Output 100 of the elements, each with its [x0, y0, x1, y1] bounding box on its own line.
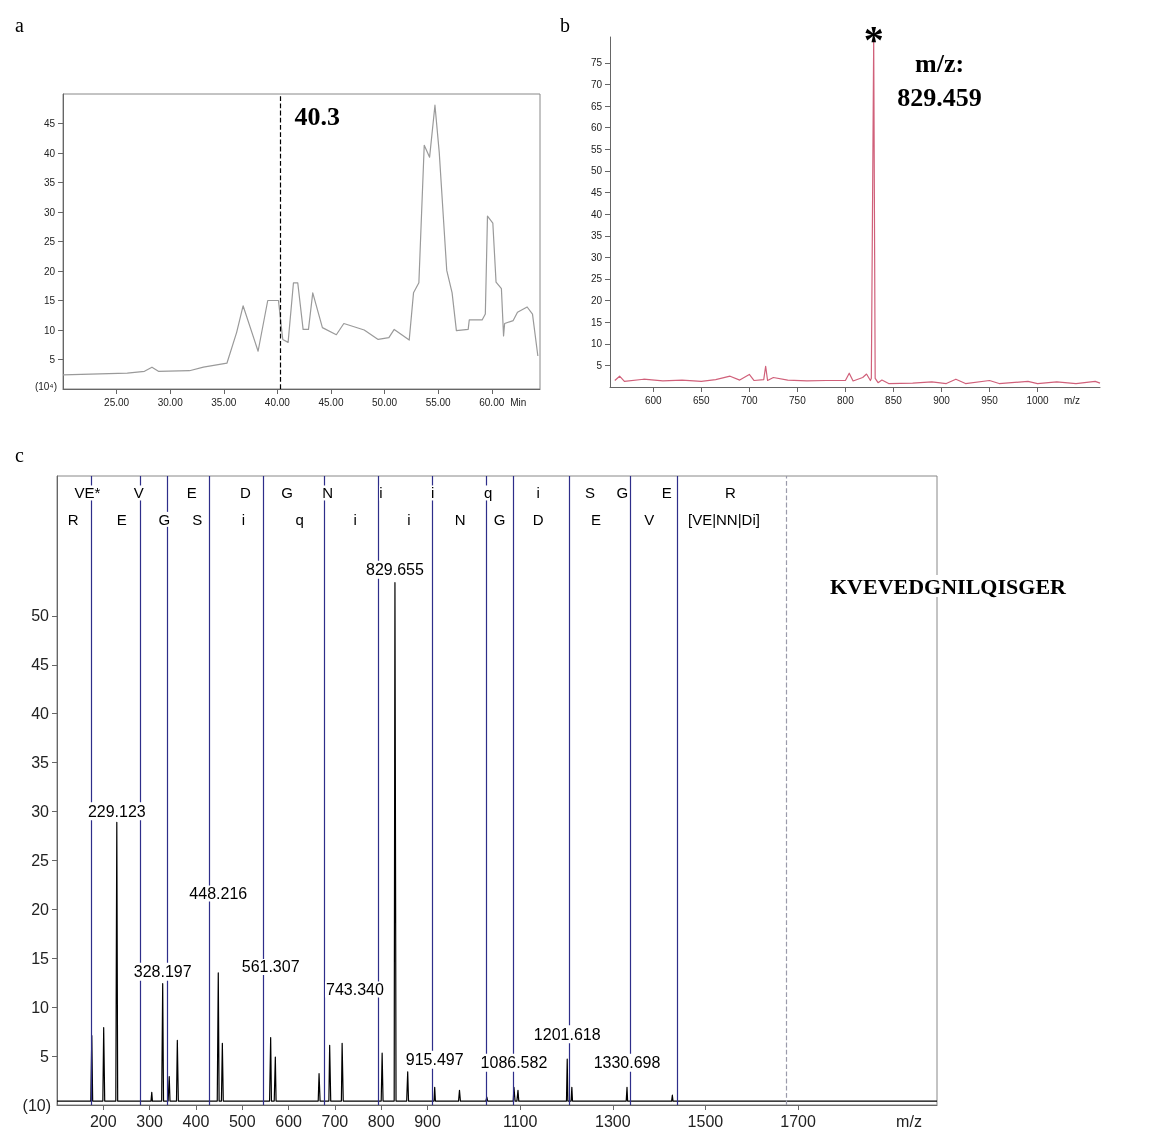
chart-title: a — [15, 14, 24, 36]
x-tick-label: 30.00 — [157, 396, 184, 408]
annotation: i — [407, 510, 411, 528]
annotation: i — [430, 484, 435, 502]
x-tick-label: 400 — [182, 1112, 210, 1130]
x-tick-label: 200 — [89, 1112, 117, 1130]
annotation: * — [863, 16, 884, 62]
y-tick-label: 15 — [590, 316, 603, 328]
y-tick-label: 35 — [31, 754, 50, 772]
x-tick-label: 750 — [789, 394, 807, 406]
annotation: KVEVEDGNILQISGER — [830, 573, 1068, 599]
y-tick-label: 45 — [43, 118, 56, 129]
x-tick-label: 1300 — [594, 1112, 631, 1130]
x-axis-title: m/z — [896, 1112, 922, 1130]
x-tick-label: 800 — [367, 1112, 395, 1130]
chart-title: c — [15, 444, 24, 466]
annotation: S — [192, 510, 203, 528]
y-tick-label: 10 — [43, 324, 56, 336]
annotation: i — [353, 510, 357, 528]
x-tick-label: 900 — [933, 394, 951, 406]
x-tick-label: 500 — [228, 1112, 256, 1130]
y-tick-label: 35 — [590, 230, 603, 242]
annotation: N — [322, 484, 334, 502]
y-tick-label: 40 — [43, 147, 56, 159]
annotation: 561.307 — [241, 958, 300, 976]
y-tick-label: 5 — [40, 1047, 50, 1065]
y-tick-label: 45 — [31, 656, 50, 674]
y-tick-label: 25 — [590, 273, 603, 285]
annotation: 1330.698 — [593, 1054, 661, 1072]
annotation: i — [241, 510, 246, 528]
x-tick-label: 25.00 — [104, 396, 130, 408]
y-tick-label: 15 — [31, 949, 50, 967]
x-tick-label: 600 — [644, 394, 663, 406]
annotation: 1086.582 — [480, 1054, 548, 1072]
x-tick-label: 60.00 — [479, 396, 505, 408]
x-tick-label: 1700 — [780, 1112, 816, 1130]
annotation: N — [454, 510, 466, 528]
annotation: R — [725, 484, 737, 502]
y-tick-label: 55 — [590, 143, 603, 155]
x-tick-label: 50.00 — [372, 396, 398, 408]
y-tick-label: 30 — [31, 803, 50, 821]
annotation: E — [591, 510, 602, 528]
y-tick-label: 60 — [590, 122, 603, 134]
annotation: q — [484, 484, 493, 502]
x-tick-label: 700 — [321, 1112, 349, 1130]
x-axis-title: Min — [510, 396, 527, 408]
y-tick-label: 40 — [590, 208, 603, 220]
annotation: R — [67, 510, 79, 528]
y-tick-label: 10 — [31, 998, 50, 1016]
annotation: G — [493, 510, 506, 528]
y-tick-label: 20 — [31, 900, 50, 918]
x-tick-label: 1500 — [687, 1112, 724, 1130]
y-tick-label: 65 — [590, 100, 603, 112]
y-tick-label: 45 — [590, 187, 603, 199]
annotation: G — [158, 510, 171, 528]
y-tick-label: 25 — [31, 851, 50, 869]
annotation: 229.123 — [87, 802, 146, 820]
y-tick-label: 20 — [590, 295, 603, 307]
y-tick-label: 50 — [590, 165, 603, 177]
x-tick-label: 1000 — [1026, 394, 1050, 406]
annotation: 829.655 — [366, 561, 424, 579]
y-tick-label: 10 — [590, 338, 603, 350]
x-tick-label: 40.00 — [264, 396, 291, 408]
x-tick-label: 1100 — [502, 1112, 538, 1130]
chart-title: b — [560, 14, 570, 36]
annotation: 1201.618 — [533, 1025, 601, 1043]
y-tick-label: 70 — [590, 79, 603, 91]
annotation: E — [116, 510, 127, 528]
annotation: q — [295, 510, 304, 528]
x-tick-label: 300 — [136, 1112, 164, 1130]
x-tick-label: 900 — [414, 1112, 441, 1130]
y-tick-label: 40 — [31, 705, 50, 723]
y-tick-label: 35 — [43, 177, 56, 188]
x-tick-label: 35.00 — [211, 396, 237, 408]
annotation: i — [379, 484, 383, 502]
annotation: E — [661, 484, 672, 502]
line-series — [62, 104, 539, 376]
y-tick-label: 25 — [43, 236, 56, 247]
annotation: 915.497 — [405, 1051, 464, 1069]
annotation: i — [536, 484, 540, 502]
annotation: D — [239, 484, 251, 502]
y-axis-title: (10⁴) — [34, 380, 57, 392]
x-tick-label: 45.00 — [318, 396, 344, 408]
annotation: V — [644, 510, 655, 528]
y-tick-label: 20 — [43, 265, 56, 277]
annotation: 743.340 — [326, 980, 384, 998]
y-tick-label: 75 — [590, 57, 603, 69]
annotation: G — [281, 484, 294, 502]
annotation: D — [532, 510, 544, 528]
annotation: [VE|NN|Di] — [687, 510, 760, 528]
x-tick-label: 700 — [740, 394, 759, 406]
x-tick-label: 800 — [837, 394, 855, 406]
x-tick-label: 55.00 — [425, 396, 452, 408]
y-tick-label: 15 — [43, 295, 56, 306]
ref-line-label: 40.3 — [294, 101, 341, 131]
annotation: S — [584, 484, 595, 502]
annotation: G — [616, 484, 629, 502]
annotation: E — [186, 484, 197, 502]
x-tick-label: 850 — [885, 394, 903, 406]
y-tick-label: 50 — [31, 607, 50, 625]
